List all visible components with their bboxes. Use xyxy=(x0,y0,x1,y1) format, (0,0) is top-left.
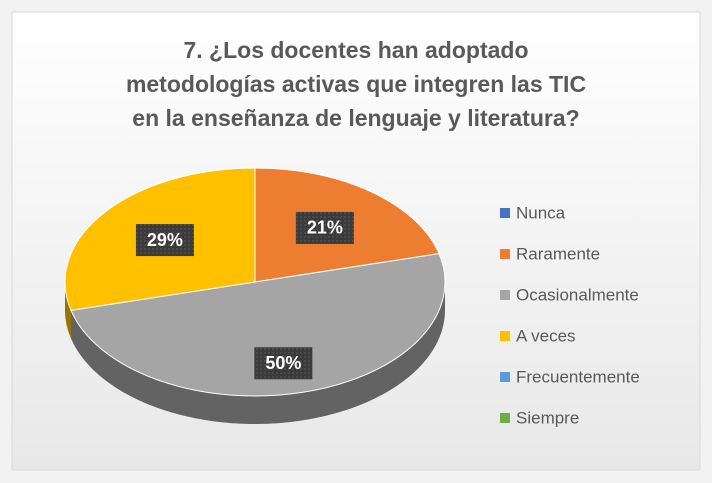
pie-slice-side xyxy=(70,282,445,424)
legend-label: Nunca xyxy=(516,203,566,222)
pie-slice-side xyxy=(65,282,71,339)
data-label-box xyxy=(135,224,194,257)
pie-slice xyxy=(70,253,446,397)
data-label-box xyxy=(295,211,354,244)
legend-swatch xyxy=(500,249,510,259)
legend-label: Frecuentemente xyxy=(516,367,640,386)
legend-swatch xyxy=(500,208,510,218)
legend-swatch xyxy=(500,413,510,423)
data-label: 50% xyxy=(265,353,301,373)
legend-swatch xyxy=(500,331,510,341)
legend-label: Siempre xyxy=(516,408,579,427)
legend-label: Ocasionalmente xyxy=(516,285,639,304)
data-label-box xyxy=(254,347,313,380)
legend-swatch xyxy=(500,290,510,300)
chart-title: 7. ¿Los docentes han adoptado xyxy=(183,37,528,63)
legend-swatch xyxy=(500,372,510,382)
chart-title: en la enseñanza de lenguaje y literatura… xyxy=(132,105,579,131)
legend-label: A veces xyxy=(516,326,576,345)
legend-label: Raramente xyxy=(516,244,600,263)
chart-title: metodologías activas que integren las TI… xyxy=(126,71,586,97)
data-label: 29% xyxy=(147,230,183,250)
data-label: 21% xyxy=(307,218,343,238)
